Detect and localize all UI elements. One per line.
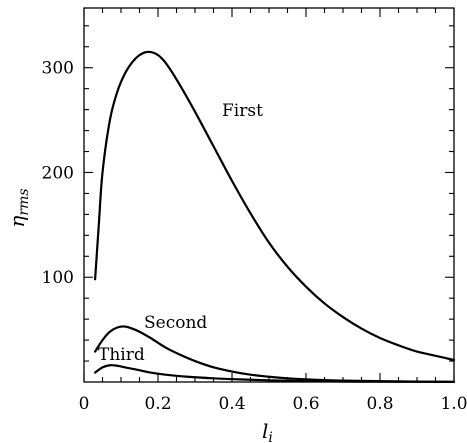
plot-frame [83, 7, 455, 383]
x-tick-label: 0.2 [144, 394, 171, 414]
x-axis-label-main: l [262, 419, 268, 443]
x-tick-label: 0.6 [292, 394, 319, 414]
y-tick-label: 300 [42, 59, 74, 79]
x-tick-label: 0 [79, 394, 90, 414]
x-axis-label: li [262, 419, 273, 443]
series-label-third: Third [98, 345, 145, 365]
series-label-second: Second [144, 313, 207, 333]
series-line-third [94, 364, 456, 383]
series-line-second [94, 325, 456, 383]
x-tick-label: 0.8 [366, 394, 393, 414]
x-axis-label-sub: i [268, 430, 272, 443]
series-label-first: First [222, 101, 263, 121]
y-axis-label-main: η [5, 216, 29, 228]
series-line-first [94, 50, 456, 362]
y-tick-label: 100 [42, 268, 74, 288]
x-tick-label: 0.4 [218, 394, 245, 414]
y-axis-label: ηrms [5, 188, 32, 227]
y-axis-label-sub: rms [16, 188, 32, 215]
y-tick-label: 200 [42, 163, 74, 183]
x-tick-label: 1.0 [440, 394, 467, 414]
